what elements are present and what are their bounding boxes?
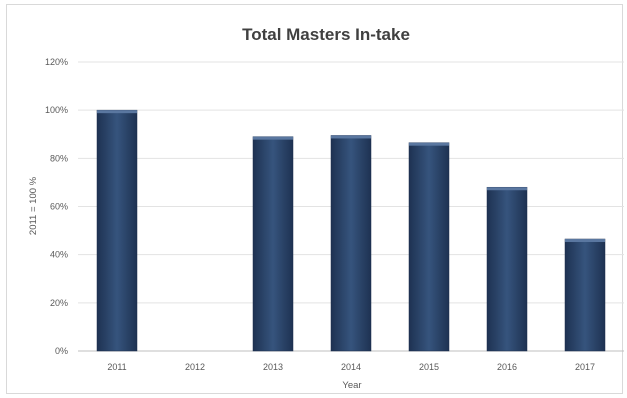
x-tick-label: 2016 (497, 362, 517, 372)
y-axis-label: 2011 = 100 % (28, 176, 39, 235)
y-tick-label: 40% (50, 250, 68, 260)
x-tick-label: 2017 (575, 362, 595, 372)
x-tick-label: 2012 (185, 362, 205, 372)
bar-top-highlight (565, 239, 605, 243)
bar-top-highlight (97, 110, 137, 114)
bar-2013 (252, 136, 294, 352)
x-axis-ticks: 2011 2012 2013 2014 2015 2016 2017 (107, 362, 595, 372)
y-tick-label: 120% (45, 57, 68, 67)
bar-2015 (408, 142, 450, 352)
bar-2016 (486, 186, 528, 352)
bar-top-highlight (409, 142, 449, 146)
y-tick-label: 20% (50, 298, 68, 308)
y-tick-label: 0% (55, 346, 68, 356)
x-tick-label: 2013 (263, 362, 283, 372)
y-axis-ticks: 0% 20% 40% 60% 80% 100% 120% (45, 57, 68, 356)
bar-top-highlight (331, 135, 371, 139)
bar-2011 (96, 109, 138, 352)
x-tick-label: 2015 (419, 362, 439, 372)
y-tick-label: 100% (45, 105, 68, 115)
y-tick-label: 80% (50, 153, 68, 163)
x-axis-label: Year (342, 380, 361, 391)
bar-top-highlight (487, 187, 527, 191)
bar-2014 (330, 135, 372, 352)
y-tick-label: 60% (50, 202, 68, 212)
chart-title: Total Masters In-take (242, 25, 410, 44)
x-tick-label: 2011 (107, 362, 126, 372)
bar-top-highlight (253, 136, 293, 140)
bar-2017 (564, 238, 606, 352)
x-tick-label: 2014 (341, 362, 361, 372)
bars (96, 109, 606, 352)
